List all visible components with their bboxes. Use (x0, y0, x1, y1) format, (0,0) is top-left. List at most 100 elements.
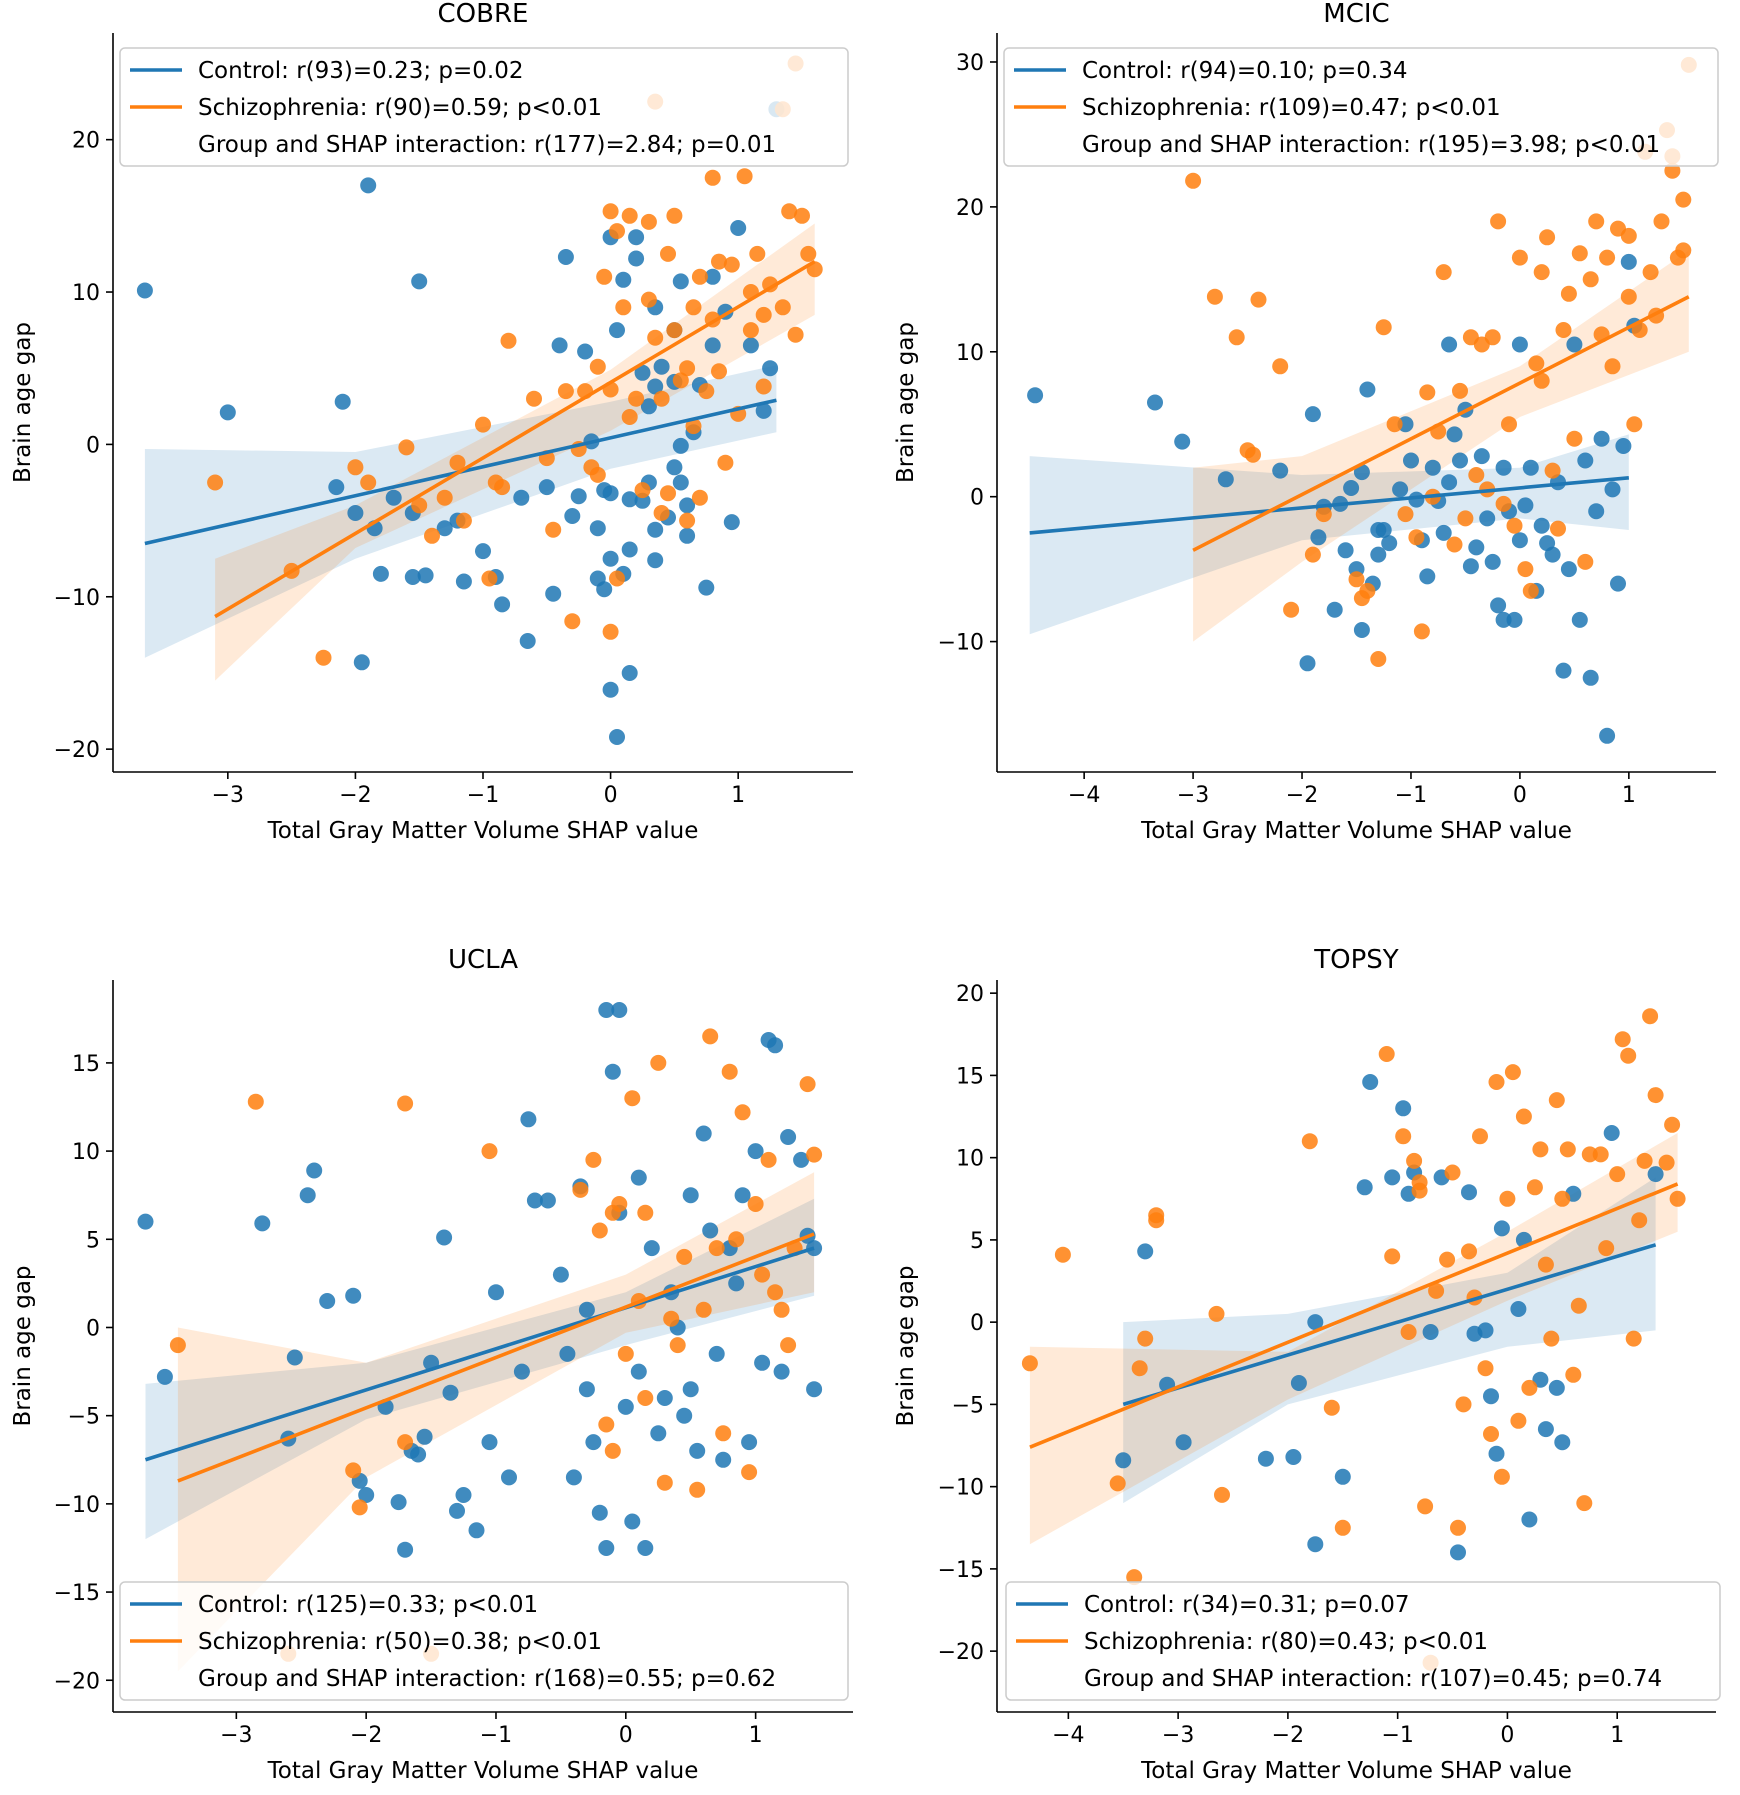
schizophrenia-point (1504, 1064, 1521, 1081)
control-point (545, 585, 562, 602)
x-tick-label: −1 (1381, 1723, 1413, 1748)
schizophrenia-point (1417, 1498, 1434, 1515)
schizophrenia-point (666, 207, 683, 224)
control-point (1462, 558, 1479, 575)
control-point (1356, 1179, 1373, 1196)
control-point (676, 1407, 693, 1424)
control-point (1384, 1169, 1401, 1186)
control-point (611, 1002, 628, 1018)
schizophrenia-point (609, 570, 625, 587)
control-point (695, 1125, 712, 1142)
control-point (299, 1187, 316, 1204)
control-point (1490, 597, 1507, 614)
control-point (1290, 1375, 1307, 1391)
schizophrenia-point (494, 479, 511, 496)
control-point (254, 1215, 271, 1232)
schizophrenia-point (721, 1063, 738, 1080)
x-tick-label: −2 (1286, 783, 1318, 808)
y-tick-label: 0 (86, 433, 100, 458)
control-point (1362, 1074, 1379, 1090)
control-point (609, 322, 625, 339)
control-point (137, 1213, 154, 1230)
schizophrenia-point (1501, 416, 1517, 433)
schizophrenia-point (1598, 1240, 1615, 1257)
legend-box (1003, 47, 1719, 167)
control-point (598, 1540, 615, 1556)
schizophrenia-point (685, 418, 702, 435)
schizophrenia-point (1131, 1360, 1148, 1377)
schizophrenia-point (799, 1076, 816, 1093)
control-point (501, 1469, 517, 1486)
plot-area (137, 1002, 823, 1672)
schizophrenia-point (1395, 1128, 1412, 1145)
x-axis-label: Total Gray Matter Volume SHAP value (267, 818, 699, 844)
control-point (156, 1368, 173, 1385)
control-point (1307, 1314, 1324, 1331)
schizophrenia-point (806, 1146, 823, 1163)
control-point (372, 565, 389, 582)
schizophrenia-point (1620, 1047, 1637, 1064)
control-point (682, 1187, 699, 1204)
schizophrenia-point (1506, 517, 1523, 534)
control-confidence-band (144, 365, 777, 658)
schizophrenia-point (572, 1181, 589, 1198)
control-point (442, 1384, 459, 1401)
control-point (1615, 438, 1632, 454)
control-confidence-band (145, 1198, 815, 1540)
schizophrenia-point (1484, 329, 1501, 346)
control-point (628, 229, 645, 246)
control-point (455, 1487, 472, 1503)
control-point (672, 474, 689, 491)
control-confidence-band (1029, 434, 1629, 635)
control-point (1422, 1324, 1439, 1340)
schizophrenia-point (1626, 416, 1643, 433)
control-point (1495, 459, 1512, 476)
schizophrenia-point (1576, 1495, 1593, 1512)
control-point (1484, 553, 1501, 570)
schizophrenia-point (1483, 1426, 1499, 1442)
schizophrenia-point (1528, 355, 1545, 372)
legend-entry: Control: r(34)=0.31; p=0.07 (1084, 1592, 1410, 1618)
control-point (570, 488, 587, 505)
x-tick-label: −3 (220, 1723, 252, 1748)
schizophrenia-point (1669, 1190, 1686, 1207)
schizophrenia-point (1511, 249, 1528, 266)
schizophrenia-point (1570, 1297, 1587, 1314)
control-point (347, 505, 364, 521)
schizophrenia-point (637, 1204, 654, 1221)
control-point (762, 360, 779, 377)
control-point (360, 177, 377, 194)
schizophrenia-point (1400, 1324, 1417, 1340)
schizophrenia-point (1490, 213, 1507, 230)
legend-entry: Control: r(125)=0.33; p<0.01 (198, 1592, 538, 1618)
control-point (1370, 546, 1387, 563)
control-point (436, 520, 453, 537)
control-point (526, 1192, 543, 1209)
schizophrenia-point (455, 512, 472, 529)
x-axis-label: Total Gray Matter Volume SHAP value (267, 1758, 699, 1784)
control-point (1435, 524, 1452, 541)
control-point (513, 489, 530, 506)
schizophrenia-point (397, 1095, 414, 1112)
control-point (698, 579, 715, 596)
schizophrenia-point (679, 360, 696, 377)
schizophrenia-point (1560, 285, 1577, 302)
y-axis-label: Brain age gap (893, 322, 919, 483)
control-point (747, 1143, 764, 1160)
control-point (628, 250, 645, 267)
control-point (1299, 655, 1316, 672)
control-point (455, 573, 472, 590)
control-point (754, 1354, 771, 1371)
schizophrenia-point (585, 1151, 602, 1168)
schizophrenia-point (1554, 1190, 1571, 1207)
control-point (564, 508, 581, 524)
control-point (411, 273, 428, 290)
x-tick-label: −2 (339, 783, 371, 808)
y-tick-label: 10 (72, 281, 100, 306)
control-point (780, 1129, 797, 1145)
schizophrenia-point (773, 1301, 790, 1318)
control-point (1343, 480, 1360, 496)
schizophrenia-point (1609, 1166, 1626, 1183)
schizophrenia-point (397, 1434, 414, 1451)
control-point (417, 567, 434, 584)
